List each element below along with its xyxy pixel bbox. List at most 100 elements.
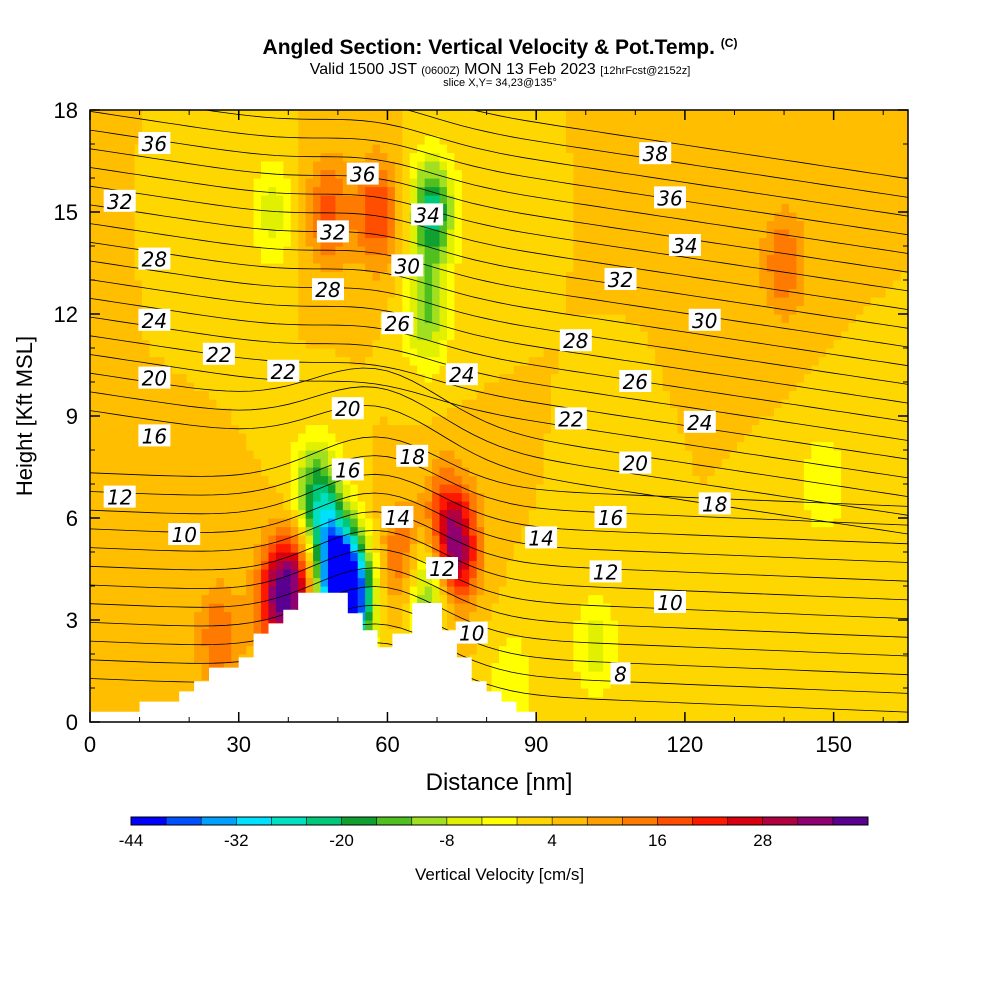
velocity-cell [283,203,292,213]
velocity-cell [104,144,113,154]
velocity-cell [469,169,478,179]
velocity-cell [372,535,381,545]
velocity-cell [216,178,225,188]
velocity-cell [335,543,344,553]
velocity-cell [402,246,411,256]
velocity-cell [394,195,403,205]
velocity-cell [261,518,270,528]
velocity-cell [134,458,143,468]
velocity-cell [134,654,143,664]
velocity-cell [394,433,403,443]
velocity-cell [90,433,99,443]
velocity-cell [484,560,493,570]
velocity-cell [253,271,262,281]
velocity-cell [298,552,307,562]
velocity-cell [446,620,455,630]
velocity-cell [357,586,366,596]
velocity-cell [275,203,284,213]
velocity-cell [119,169,128,179]
velocity-cell [268,492,277,502]
velocity-cell [112,382,121,392]
velocity-cell [402,203,411,213]
velocity-cell [238,127,247,137]
velocity-cell [543,161,552,171]
velocity-cell [432,382,441,392]
velocity-cell [201,271,210,281]
velocity-cell [513,637,522,647]
velocity-cell [513,118,522,128]
velocity-cell [112,577,121,587]
velocity-cell [201,518,210,528]
velocity-cell [142,348,151,358]
velocity-cell [476,501,485,511]
velocity-cell [543,713,552,722]
velocity-cell [253,263,262,273]
velocity-cell [461,467,470,477]
velocity-cell [201,611,210,621]
velocity-cell [454,356,463,366]
velocity-cell [454,526,463,536]
velocity-cell [402,611,411,621]
velocity-cell [335,263,344,273]
velocity-cell [484,637,493,647]
velocity-cell [156,696,165,706]
velocity-cell [461,186,470,196]
velocity-cell [171,586,180,596]
velocity-cell [380,220,389,230]
velocity-cell [208,254,218,264]
velocity-cell [156,535,165,545]
velocity-cell [231,271,240,281]
velocity-cell [461,603,470,613]
velocity-cell [246,586,255,596]
velocity-cell [97,441,106,451]
velocity-cell [261,348,270,358]
velocity-cell [417,467,426,477]
velocity-cell [461,135,470,145]
velocity-cell [298,492,307,502]
velocity-cell [335,195,344,205]
velocity-cell [171,407,180,417]
velocity-cell [90,628,99,638]
velocity-cell [127,118,136,128]
velocity-cell [513,458,522,468]
velocity-cell [90,611,99,621]
velocity-cell [558,399,567,409]
velocity-cell [565,679,574,689]
velocity-cell [484,237,493,247]
velocity-cell [164,416,173,426]
velocity-cell [454,390,463,400]
velocity-cell [536,424,545,434]
velocity-cell [112,288,121,298]
velocity-cell [506,535,515,545]
velocity-cell [112,620,121,630]
velocity-cell [491,314,500,324]
velocity-cell [595,263,604,273]
velocity-cell [380,110,389,120]
velocity-cell [588,220,597,230]
velocity-cell [238,441,247,451]
velocity-cell [387,611,396,621]
velocity-cell [112,118,121,128]
velocity-cell [543,509,552,519]
velocity-cell [439,433,448,443]
velocity-cell [469,297,478,307]
velocity-cell [350,322,359,332]
velocity-cell [246,305,255,315]
velocity-cell [268,407,277,417]
velocity-cell [179,543,188,553]
velocity-cell [298,195,307,205]
velocity-cell [461,458,470,468]
velocity-cell [290,152,299,162]
velocity-cell [246,152,255,162]
velocity-cell [439,195,448,205]
velocity-cell [536,178,545,188]
velocity-cell [327,297,336,307]
velocity-cell [417,280,426,290]
velocity-cell [253,246,262,256]
velocity-cell [417,331,426,341]
velocity-cell [417,390,426,400]
velocity-cell [149,637,158,647]
velocity-cell [231,628,240,638]
velocity-cell [387,169,396,179]
velocity-cell [171,237,180,247]
